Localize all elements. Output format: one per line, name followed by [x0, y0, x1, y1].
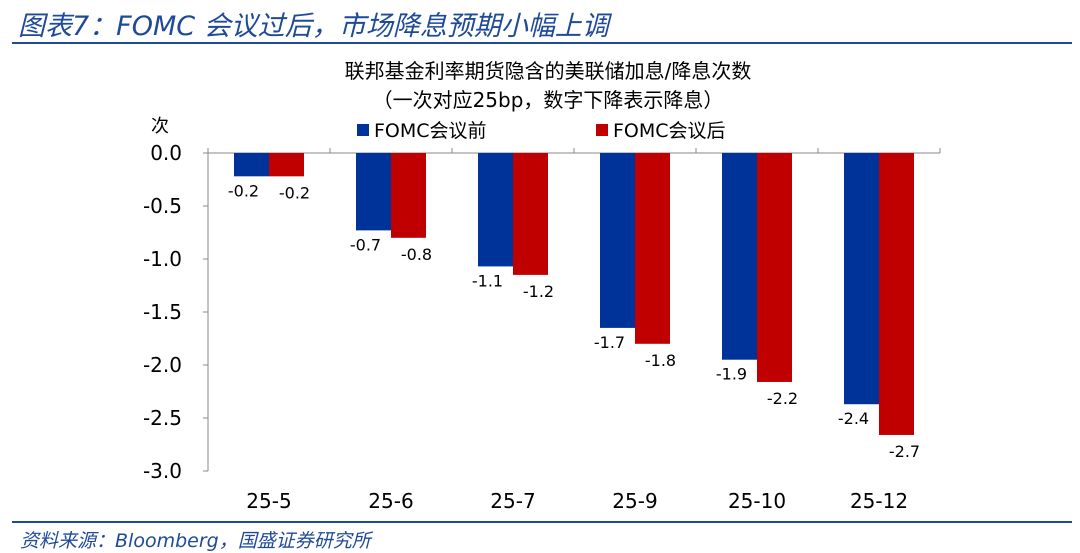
bar-after: [757, 153, 792, 382]
bar-after: [879, 153, 914, 435]
data-label-before: -0.2: [228, 181, 259, 200]
x-tick-label: 25-10: [728, 489, 786, 513]
bar-after: [635, 153, 670, 344]
bar-before: [356, 153, 391, 231]
bar-before: [234, 153, 269, 177]
y-tick-label: -2.0: [143, 353, 182, 377]
y-tick-label: 0.0: [150, 141, 182, 165]
footer-divider: [12, 521, 1072, 523]
y-axis-unit: 次: [151, 116, 169, 137]
x-tick-label: 25-5: [246, 489, 291, 513]
data-label-after: -2.7: [889, 442, 920, 461]
data-label-after: -0.2: [279, 183, 310, 202]
bar-after: [391, 153, 426, 238]
bar-before: [844, 153, 879, 405]
y-tick-label: -1.5: [143, 300, 182, 324]
y-tick-label: -0.5: [143, 194, 182, 218]
legend: FOMC会议前 FOMC会议后: [357, 120, 726, 142]
x-tick-label: 25-12: [850, 489, 908, 513]
bar-before: [478, 153, 513, 267]
header-divider: [12, 42, 1072, 44]
data-label-before: -1.9: [716, 365, 747, 384]
legend-label-after: FOMC会议后: [613, 120, 726, 142]
bar-after: [513, 153, 548, 275]
bar-after: [269, 153, 304, 177]
y-tick-label: -3.0: [143, 459, 182, 483]
data-label-before: -0.7: [350, 235, 381, 254]
x-tick-label: 25-6: [368, 489, 413, 513]
y-tick-label: -2.5: [143, 406, 182, 430]
figure-header: 图表7：FOMC 会议过后，市场降息预期小幅上调: [18, 11, 609, 42]
chart-subtitle: （一次对应25bp，数字下降表示降息）: [373, 88, 724, 112]
x-tick-label: 25-9: [612, 489, 657, 513]
data-label-before: -1.7: [594, 333, 625, 352]
data-label-after: -1.8: [645, 351, 676, 370]
data-label-before: -2.4: [838, 409, 869, 428]
source-note: 资料来源：Bloomberg，国盛证券研究所: [20, 530, 371, 552]
y-tick-label: -1.0: [143, 247, 182, 271]
data-label-before: -1.1: [472, 271, 503, 290]
chart-title: 联邦基金利率期货隐含的美联储加息/降息次数: [345, 59, 752, 83]
legend-swatch-after: [596, 124, 608, 136]
bar-before: [600, 153, 635, 328]
data-label-after: -0.8: [401, 245, 432, 264]
data-label-after: -2.2: [767, 389, 798, 408]
x-tick-label: 25-7: [490, 489, 535, 513]
legend-label-before: FOMC会议前: [374, 120, 487, 142]
data-label-after: -1.2: [523, 282, 554, 301]
bar-before: [722, 153, 757, 360]
legend-swatch-before: [357, 124, 369, 136]
